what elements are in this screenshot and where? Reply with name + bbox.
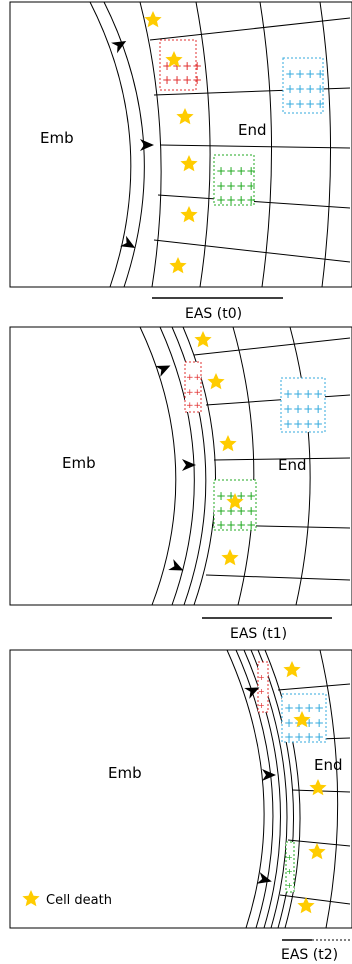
panel-t2: + + + + + + ++++ ++++ ++++ Emb End Cell …	[9, 649, 352, 963]
star-icon	[283, 661, 301, 678]
svg-text:++++: ++++	[216, 193, 256, 207]
endosperm-label: End	[314, 756, 343, 774]
svg-text:++++: ++++	[216, 179, 256, 193]
panel-t0: ++++ ++++ ++++ ++++ ++++ ++++ ++++ ++++ …	[9, 1, 352, 322]
svg-text:++++: ++++	[283, 402, 323, 416]
endosperm-label: End	[238, 121, 267, 139]
svg-text:++: ++	[186, 388, 201, 398]
embryo-boundary	[226, 649, 274, 929]
cell-marks-red: ++++	[162, 59, 202, 73]
star-icon	[221, 549, 239, 566]
panel-t1: ++ ++ ++ ++++ ++++ ++++ ++++ ++++ ++++ E…	[9, 326, 352, 642]
cell-marks-green: +	[286, 853, 293, 862]
cell-marks-blue: ++++	[285, 67, 325, 81]
star-icon	[144, 11, 162, 28]
legend: Cell death	[22, 890, 112, 908]
svg-text:++++: ++++	[284, 730, 324, 744]
svg-text:+: +	[258, 701, 265, 710]
star-icon	[22, 890, 40, 907]
legend-label: Cell death	[46, 893, 112, 908]
svg-text:++++: ++++	[216, 518, 256, 532]
svg-text:++++: ++++	[285, 82, 325, 96]
svg-text:++++: ++++	[216, 504, 256, 518]
svg-text:+: +	[286, 867, 293, 876]
star-icon	[219, 435, 237, 452]
star-icon	[176, 108, 194, 125]
cell-marks-blue: ++++	[284, 701, 324, 715]
cell-marks-green: ++++	[216, 164, 256, 178]
svg-text:+: +	[286, 881, 293, 890]
panel-frame	[9, 1, 352, 288]
embryo-label: Emb	[40, 129, 74, 147]
embryo-label: Emb	[62, 454, 96, 472]
dying-cell-red	[257, 661, 269, 713]
svg-text:++: ++	[186, 401, 201, 411]
arrows	[111, 35, 154, 254]
svg-text:+: +	[258, 687, 265, 696]
svg-text:++++: ++++	[162, 73, 202, 87]
cell-green	[285, 841, 295, 893]
eas-label: EAS (t0)	[185, 306, 242, 322]
star-icon	[194, 331, 212, 348]
panel-frame	[9, 326, 352, 606]
panel-frame	[9, 649, 352, 929]
eas-label: EAS (t1)	[230, 626, 287, 642]
eas-label: EAS (t2)	[281, 947, 338, 963]
cell-blue	[282, 57, 324, 114]
star-icon	[180, 206, 198, 223]
cell-green	[213, 154, 255, 206]
cell-marks-red: +	[258, 673, 265, 682]
cell-marks-blue: ++++	[283, 387, 323, 401]
dying-cell-red	[184, 361, 202, 413]
cell-blue	[280, 377, 326, 433]
star-icon	[169, 257, 187, 274]
svg-text:++++: ++++	[285, 97, 325, 111]
star-icon	[309, 779, 327, 796]
endosperm-label: End	[278, 456, 307, 474]
cell-marks-red: ++	[186, 373, 201, 383]
star-icon	[180, 155, 198, 172]
svg-text:++++: ++++	[283, 417, 323, 431]
embryo-label: Emb	[108, 764, 142, 782]
star-icon	[308, 843, 326, 860]
star-icon	[207, 373, 225, 390]
cell-layers	[139, 1, 351, 288]
